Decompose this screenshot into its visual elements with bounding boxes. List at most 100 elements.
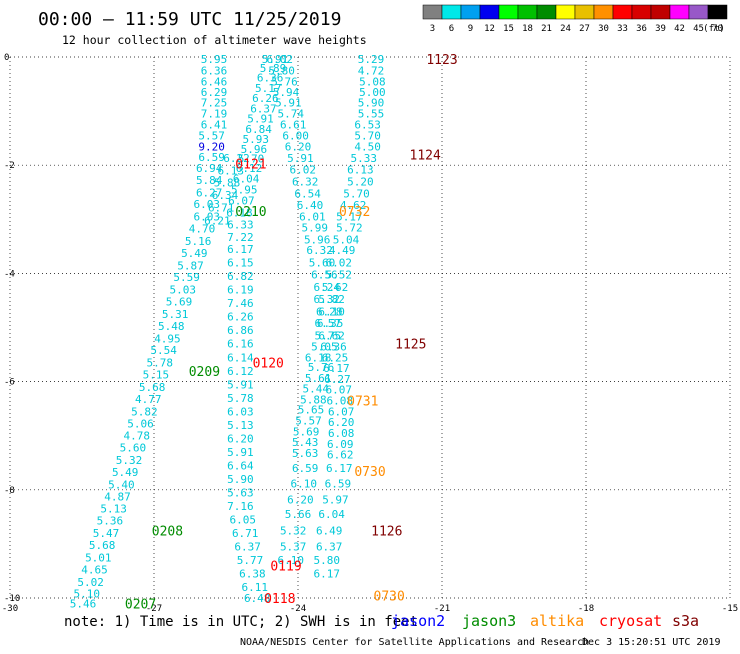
pass-label: 0730 [374, 589, 405, 604]
pass-label: 0209 [189, 365, 220, 380]
data-point-value: 4.78 [123, 430, 150, 443]
data-point-value: 5.13 [227, 419, 254, 432]
pass-label: 0730 [354, 465, 385, 480]
data-point-value: 5.95 [231, 184, 258, 197]
data-point-value: 5.91 [287, 152, 314, 165]
data-point-value: 6.54 [294, 187, 321, 200]
data-point-value: 6.07 [328, 405, 355, 418]
y-tick-label: -4 [4, 269, 15, 279]
data-point-value: 5.74 [278, 107, 305, 120]
data-point-value: 6.57 [315, 317, 342, 330]
colorbar-swatch [574, 4, 595, 20]
data-point-value: 7.19 [201, 107, 228, 120]
data-point-value: 6.71 [208, 201, 235, 214]
data-point-value: 5.93 [243, 133, 270, 146]
data-point-value: 5.70 [343, 187, 370, 200]
x-tick-label: -24 [290, 604, 306, 614]
data-point-value: 6.38 [239, 568, 266, 581]
data-point-value: 5.40 [108, 478, 135, 491]
data-point-value: 6.13 [218, 165, 245, 178]
data-point-value: 6.07 [326, 384, 353, 397]
data-point-value: 5.96 [241, 143, 268, 156]
colorbar-swatch [536, 4, 557, 20]
data-point-value: 6.33 [227, 219, 254, 232]
data-point-value: 5.15 [143, 369, 170, 382]
data-point-value: 6.13 [347, 164, 374, 177]
data-point-value: 5.78 [147, 357, 174, 370]
data-point-value: 5.72 [336, 221, 363, 234]
data-point-value: 6.27 [324, 373, 351, 386]
data-point-value: 5.33 [351, 152, 378, 165]
data-point-value: 5.17 [255, 82, 282, 95]
x-tick-label: -21 [434, 604, 450, 614]
data-point-value: 6.17 [314, 568, 341, 581]
data-point-value: 5.69 [166, 296, 193, 309]
data-point-value: 6.20 [328, 416, 355, 429]
data-point-value: 5.60 [120, 442, 147, 455]
pass-labels: 1123 1124 1125 1126 0121 0120 0119 0118 0732 0731… [125, 53, 458, 612]
data-point-value: 5.65 [298, 404, 325, 417]
pass-label: 0732 [339, 205, 370, 220]
data-point-value: 5.49 [181, 247, 208, 260]
data-point-value: 6.10 [318, 305, 345, 318]
colorbar-swatch [498, 4, 519, 20]
data-point-value: 6.24 [314, 281, 341, 294]
data-point-value: 6.14 [227, 351, 254, 364]
satellite-legend-item: altika [530, 612, 584, 630]
data-point-value: 5.84 [196, 174, 223, 187]
data-point-value: 6.48 [244, 592, 271, 605]
data-point-value: 5.80 [268, 65, 295, 78]
data-point-value: 5.55 [358, 107, 385, 120]
data-point-value: 5.01 [85, 551, 112, 564]
colorbar-label: 42 [674, 24, 685, 34]
data-point-value: 6.71 [232, 527, 259, 540]
data-points: 5.294.725.085.005.905.556.535.704.505.33… [70, 53, 386, 610]
data-point-value: 5.59 [173, 271, 200, 284]
data-point-value: 5.89 [260, 62, 287, 75]
data-point-value: 5.69 [293, 425, 320, 438]
colorbar-label: 39 [655, 24, 666, 34]
data-point-value: 6.59 [325, 477, 352, 490]
data-point-value: 5.91 [247, 113, 274, 126]
data-point-value: 6.07 [228, 194, 255, 207]
pass-label: 1123 [426, 53, 457, 68]
colorbar-swatch [517, 4, 538, 20]
data-point-value: 6.35 [317, 317, 344, 330]
colorbar-swatch [593, 4, 614, 20]
satellite-legend: jason2 jason3 altika cryosat s3a [391, 612, 699, 630]
colorbar: 3 6 9 12 15 18 21 24 27 30 33 36 39 42 45 70 [422, 4, 728, 34]
data-point-value: 6.03 [227, 405, 254, 418]
data-point-value: 5.95 [201, 53, 228, 66]
data-point-value: 5.82 [131, 405, 158, 418]
data-point-value: 6.32 [306, 244, 333, 257]
data-point-value: 4.77 [135, 393, 162, 406]
colorbar-unit: (ft) [703, 24, 725, 34]
data-point-value: 6.84 [245, 123, 272, 136]
data-point-value: 6.36 [320, 340, 347, 353]
colorbar-swatch [460, 4, 481, 20]
data-point-value: 9.20 [198, 140, 225, 153]
data-point-value: 5.76 [308, 361, 335, 374]
data-point-value: 5.70 [354, 129, 381, 142]
pass-label: 0118 [264, 592, 295, 607]
satellite-legend-item: jason2 [391, 612, 445, 630]
data-point-value: 5.03 [170, 284, 197, 297]
colorbar-swatch [707, 4, 728, 20]
data-point-value: 4.95 [154, 332, 181, 345]
data-point-value: 5.91 [227, 446, 254, 459]
colorbar-label: 70 [712, 24, 723, 34]
data-point-value: 6.10 [291, 477, 318, 490]
data-point-value: 5.87 [177, 259, 204, 272]
data-point-value: 6.20 [285, 140, 312, 153]
data-point-value: 6.16 [227, 338, 254, 351]
colorbar-label: 33 [617, 24, 628, 34]
satellite-legend-item: cryosat [599, 612, 662, 630]
data-point-value: 6.01 [299, 211, 326, 224]
colorbar-label: 45 [693, 24, 704, 34]
y-tick-label: -6 [4, 378, 15, 388]
colorbar-label: 15 [503, 24, 514, 34]
pass-label: 0119 [270, 560, 301, 575]
data-point-value: 4.62 [340, 199, 367, 212]
data-point-value: 6.59 [292, 462, 319, 475]
